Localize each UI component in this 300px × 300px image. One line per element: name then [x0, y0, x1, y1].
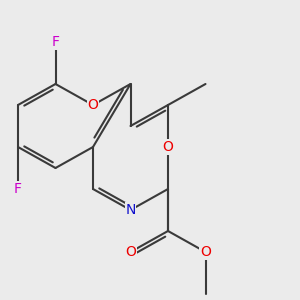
Text: O: O — [200, 245, 211, 259]
Text: N: N — [125, 203, 136, 217]
Text: O: O — [163, 140, 173, 154]
Text: F: F — [14, 182, 22, 196]
Text: O: O — [88, 98, 98, 112]
Text: F: F — [52, 35, 59, 49]
Text: O: O — [125, 245, 136, 259]
